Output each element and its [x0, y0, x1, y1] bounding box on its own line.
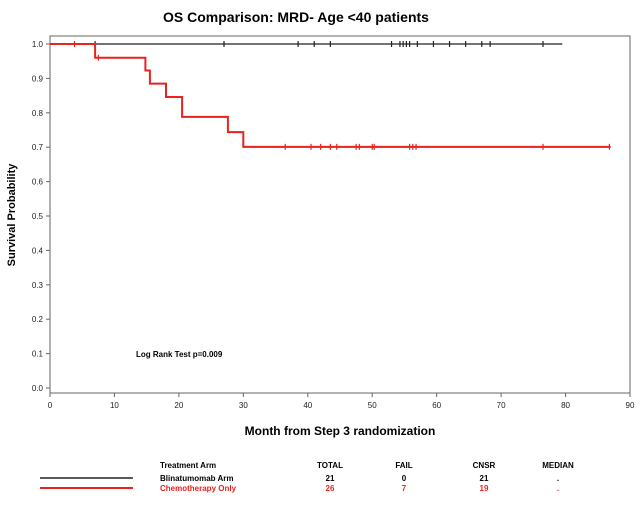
legend-header-cnsr: CNSR — [473, 461, 496, 470]
plot-frame — [49, 35, 631, 394]
legend-header-median: MEDIAN — [542, 461, 574, 470]
y-tick-label: 0.1 — [32, 350, 44, 359]
x-tick-label: 90 — [626, 401, 635, 410]
y-tick-label: 0.3 — [32, 281, 44, 290]
y-tick-label: 0.4 — [32, 246, 44, 255]
x-tick-label: 10 — [110, 401, 119, 410]
chart-title: OS Comparison: MRD- Age <40 patients — [163, 9, 429, 25]
legend-header-fail: FAIL — [395, 461, 412, 470]
y-tick-label: 0.8 — [32, 109, 44, 118]
x-axis-label: Month from Step 3 randomization — [245, 424, 436, 438]
legend-cell-fail: 7 — [402, 484, 407, 493]
x-tick-label: 50 — [368, 401, 377, 410]
y-tick-label: 0.2 — [32, 315, 44, 324]
legend-cell-total: 26 — [326, 484, 335, 493]
legend-cell-median: . — [557, 484, 559, 493]
y-tick-label: 0.7 — [32, 143, 44, 152]
x-axis-ticks: 0 10 20 30 40 50 60 70 80 90 — [48, 393, 635, 410]
legend-table: Treatment Arm TOTAL FAIL CNSR MEDIAN Bli… — [40, 461, 574, 493]
y-tick-label: 1.0 — [32, 40, 44, 49]
y-axis-label: Survival Probability — [6, 163, 18, 267]
x-tick-label: 20 — [174, 401, 183, 410]
x-tick-label: 40 — [303, 401, 312, 410]
x-tick-label: 0 — [48, 401, 53, 410]
legend-cell-fail: 0 — [402, 474, 407, 483]
legend-cell-arm: Blinatumomab Arm — [160, 474, 234, 483]
x-tick-label: 70 — [497, 401, 506, 410]
log-rank-annotation: Log Rank Test p=0.009 — [136, 350, 223, 359]
legend-cell-cnsr: 21 — [480, 474, 489, 483]
x-tick-label: 30 — [239, 401, 248, 410]
y-tick-label: 0.6 — [32, 178, 44, 187]
legend-rows: Blinatumomab Arm 21 0 21 . Chemotherapy Only 2… — [40, 474, 559, 493]
x-tick-label: 60 — [432, 401, 441, 410]
legend-cell-total: 21 — [326, 474, 335, 483]
legend-cell-median: . — [557, 474, 559, 483]
survival-curve-chemotherapy-only — [50, 43, 611, 148]
y-axis-ticks: 0.0 0.1 0.2 0.3 0.4 0.5 0.6 0.7 0.8 0.9 1.0 — [32, 40, 50, 393]
legend-cell-cnsr: 19 — [480, 484, 489, 493]
y-tick-label: 0.5 — [32, 212, 44, 221]
y-tick-label: 0.9 — [32, 74, 44, 83]
legend-header-total: TOTAL — [317, 461, 343, 470]
legend-cell-arm: Chemotherapy Only — [160, 484, 237, 493]
legend-header-arm: Treatment Arm — [160, 461, 216, 470]
survival-curves — [50, 41, 611, 150]
y-tick-label: 0.0 — [32, 384, 44, 393]
x-tick-label: 80 — [561, 401, 570, 410]
plot-border — [49, 35, 631, 394]
